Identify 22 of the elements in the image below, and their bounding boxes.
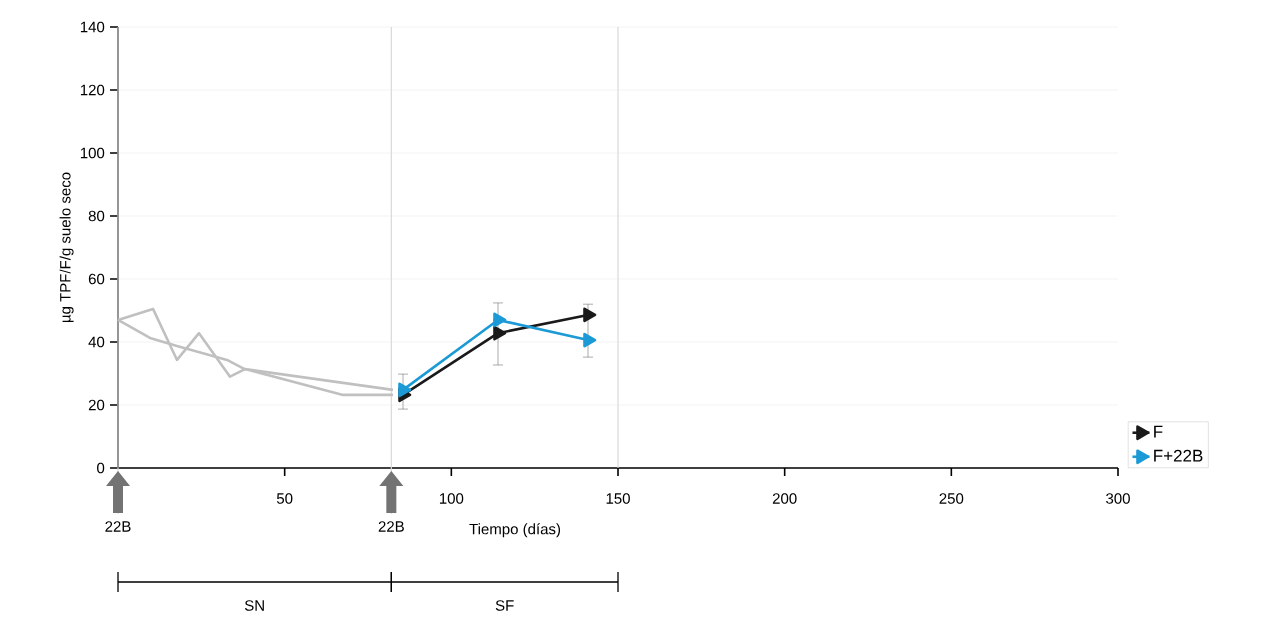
- y-tick-label: 20: [88, 399, 105, 411]
- x-tick-label: 300: [1106, 493, 1130, 504]
- x-axis-title: Tiempo (días): [469, 523, 561, 538]
- y-tick-label: 0: [97, 462, 105, 474]
- ref-line-label: 22B: [105, 521, 131, 532]
- legend-label: F+22B: [1154, 449, 1203, 462]
- text: SF: [495, 600, 514, 611]
- legend-label: F: [1154, 425, 1163, 438]
- y-tick-label: 60: [88, 273, 105, 285]
- y-tick-label: 120: [80, 84, 105, 96]
- x-tick-label: 50: [276, 493, 293, 504]
- y-tick-label: 140: [80, 21, 105, 33]
- x-tick-label: 100: [439, 493, 464, 504]
- text: SN: [244, 600, 264, 611]
- x-tick-label: 200: [772, 493, 797, 504]
- y-tick-label: 100: [80, 147, 105, 159]
- x-tick-label: 150: [606, 493, 630, 504]
- y-axis-title: µg TPF/F/g suelo seco: [59, 172, 74, 323]
- ref-line-label: 22B: [378, 521, 404, 532]
- x-tick-label: 250: [939, 493, 964, 504]
- y-tick-label: 80: [88, 210, 105, 222]
- y-tick-label: 40: [88, 336, 105, 348]
